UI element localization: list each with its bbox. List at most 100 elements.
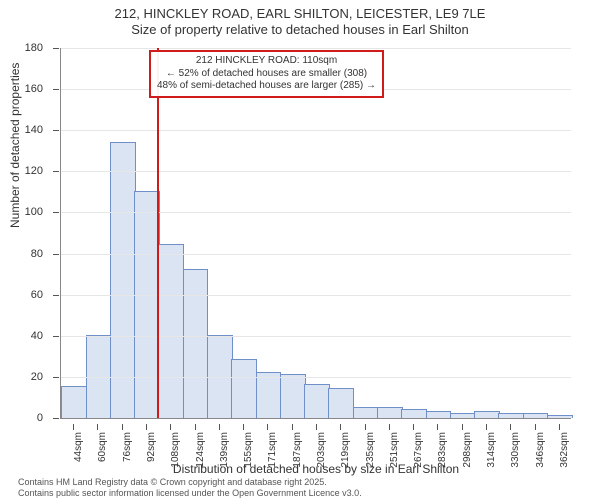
y-tick-mark (53, 48, 59, 49)
reference-line (157, 48, 159, 418)
gridline (61, 130, 571, 131)
x-tick-mark (462, 424, 463, 430)
x-tick-mark (146, 424, 147, 430)
histogram-bar (183, 269, 209, 418)
x-tick-label: 330sqm (510, 432, 521, 468)
histogram-bar (498, 413, 524, 418)
footer-line-1: Contains HM Land Registry data © Crown c… (18, 477, 362, 487)
x-tick-label: 76sqm (122, 432, 133, 462)
x-tick-mark (316, 424, 317, 430)
y-tick-mark (53, 418, 59, 419)
histogram-bar (134, 191, 160, 418)
x-tick-mark (413, 424, 414, 430)
histogram-bar (523, 413, 549, 418)
x-tick-mark (219, 424, 220, 430)
y-tick-mark (53, 130, 59, 131)
title-line-2: Size of property relative to detached ho… (0, 22, 600, 38)
bars-layer (61, 48, 571, 418)
y-tick-label: 60 (31, 289, 43, 301)
x-tick-mark (389, 424, 390, 430)
x-tick-mark (340, 424, 341, 430)
x-tick-mark (365, 424, 366, 430)
x-tick-label: 171sqm (267, 432, 278, 468)
histogram-bar (158, 244, 184, 418)
histogram-bar (231, 359, 257, 418)
histogram-bar (377, 407, 403, 418)
annotation-line-3: 48% of semi-detached houses are larger (… (157, 80, 376, 93)
x-tick-mark (510, 424, 511, 430)
x-tick-label: 139sqm (219, 432, 230, 468)
y-tick-mark (53, 254, 59, 255)
x-tick-label: 60sqm (97, 432, 108, 462)
x-tick-mark (559, 424, 560, 430)
x-tick-label: 155sqm (243, 432, 254, 468)
y-tick-label: 40 (31, 330, 43, 342)
gridline (61, 212, 571, 213)
y-tick-label: 160 (25, 83, 43, 95)
x-tick-mark (122, 424, 123, 430)
annotation-line-2: ← 52% of detached houses are smaller (30… (157, 68, 376, 81)
x-tick-mark (195, 424, 196, 430)
x-tick-mark (437, 424, 438, 430)
footer-attribution: Contains HM Land Registry data © Crown c… (18, 477, 362, 498)
x-tick-label: 108sqm (170, 432, 181, 468)
x-tick-label: 203sqm (316, 432, 327, 468)
gridline (61, 336, 571, 337)
annotation-line-1: 212 HINCKLEY ROAD: 110sqm (157, 55, 376, 68)
y-tick-mark (53, 336, 59, 337)
y-tick-mark (53, 377, 59, 378)
histogram-bar (474, 411, 500, 418)
plot-area: Distribution of detached houses by size … (60, 48, 571, 419)
x-tick-mark (97, 424, 98, 430)
x-tick-mark (292, 424, 293, 430)
y-tick-mark (53, 171, 59, 172)
y-tick-label: 100 (25, 206, 43, 218)
x-tick-mark (243, 424, 244, 430)
y-tick-label: 180 (25, 42, 43, 54)
histogram-bar (547, 415, 573, 418)
histogram-bar (256, 372, 282, 418)
x-tick-mark (486, 424, 487, 430)
y-tick-label: 140 (25, 124, 43, 136)
x-tick-label: 187sqm (292, 432, 303, 468)
y-tick-label: 0 (37, 412, 43, 424)
x-tick-label: 314sqm (486, 432, 497, 468)
x-tick-mark (267, 424, 268, 430)
y-tick-mark (53, 212, 59, 213)
x-tick-mark (535, 424, 536, 430)
gridline (61, 171, 571, 172)
gridline (61, 377, 571, 378)
x-tick-label: 298sqm (462, 432, 473, 468)
histogram-bar (450, 413, 476, 418)
x-tick-label: 92sqm (146, 432, 157, 462)
x-tick-label: 44sqm (73, 432, 84, 462)
y-axis-label: Number of detached properties (8, 63, 22, 228)
y-tick-label: 20 (31, 371, 43, 383)
x-tick-label: 362sqm (559, 432, 570, 468)
annotation-box: 212 HINCKLEY ROAD: 110sqm← 52% of detach… (149, 50, 384, 98)
title-line-1: 212, HINCKLEY ROAD, EARL SHILTON, LEICES… (0, 6, 600, 22)
x-tick-mark (170, 424, 171, 430)
histogram-bar (304, 384, 330, 418)
footer-line-2: Contains public sector information licen… (18, 488, 362, 498)
gridline (61, 254, 571, 255)
x-tick-label: 267sqm (413, 432, 424, 468)
y-tick-mark (53, 89, 59, 90)
x-tick-label: 251sqm (389, 432, 400, 468)
x-tick-mark (73, 424, 74, 430)
y-tick-mark (53, 295, 59, 296)
x-tick-label: 346sqm (535, 432, 546, 468)
y-tick-label: 120 (25, 165, 43, 177)
x-tick-label: 235sqm (365, 432, 376, 468)
gridline (61, 48, 571, 49)
histogram-bar (328, 388, 354, 418)
x-tick-label: 124sqm (195, 432, 206, 468)
x-tick-label: 219sqm (340, 432, 351, 468)
histogram-bar (353, 407, 379, 418)
gridline (61, 295, 571, 296)
histogram-bar (401, 409, 427, 418)
x-tick-label: 283sqm (437, 432, 448, 468)
histogram-bar (61, 386, 87, 418)
chart-container: 212, HINCKLEY ROAD, EARL SHILTON, LEICES… (0, 0, 600, 500)
y-tick-label: 80 (31, 248, 43, 260)
